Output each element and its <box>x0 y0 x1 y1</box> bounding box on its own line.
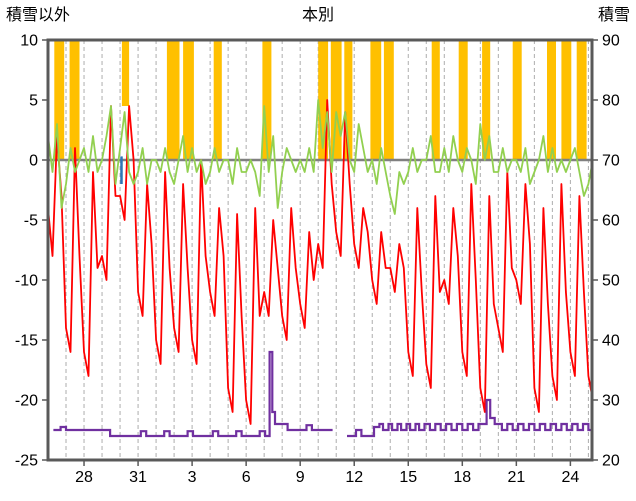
sunshine-bar <box>121 40 130 106</box>
right-tick-label: 20 <box>602 453 620 470</box>
sunshine-bar <box>344 40 353 160</box>
right-axis: 90 80 70 60 50 40 30 20 <box>592 33 620 470</box>
right-tick-label: 80 <box>602 93 620 110</box>
left-tick-label: 0 <box>29 153 38 170</box>
right-tick-label: 30 <box>602 393 620 410</box>
right-tick-label: 40 <box>602 333 620 350</box>
chart-title: 本別 <box>301 7 334 24</box>
sunshine-bar <box>54 40 65 160</box>
sunshine-bar <box>183 40 194 160</box>
left-tick-label: -5 <box>24 213 38 230</box>
sunshine-bar <box>576 40 587 160</box>
series-layer <box>48 40 592 438</box>
x-tick-label: 9 <box>296 469 305 486</box>
left-tick-label: -15 <box>15 333 38 350</box>
sunshine-bar <box>431 40 440 160</box>
right-tick-label: 90 <box>602 33 620 50</box>
x-tick-label: 28 <box>75 469 93 486</box>
sunshine-bar <box>383 40 394 160</box>
x-tick-label: 12 <box>345 469 363 486</box>
left-tick-label: 5 <box>29 93 38 110</box>
sunshine-bar <box>69 40 80 160</box>
sunshine-bar <box>213 40 222 160</box>
sunshine-bar <box>318 40 329 160</box>
sunshine-bar <box>166 40 180 160</box>
right-tick-label: 70 <box>602 153 620 170</box>
sunshine-bar <box>330 40 342 160</box>
x-tick-label: 24 <box>561 469 579 486</box>
sunshine-bar <box>370 40 382 160</box>
right-tick-label: 60 <box>602 213 620 230</box>
left-tick-label: 10 <box>20 33 38 50</box>
left-tick-label: -25 <box>15 453 38 470</box>
x-axis: 28 31 3 6 9 12 15 18 21 24 <box>75 460 579 486</box>
right-axis-title: 積雪 <box>597 7 630 24</box>
right-tick-label: 50 <box>602 273 620 290</box>
x-tick-label: 6 <box>242 469 251 486</box>
x-tick-label: 3 <box>188 469 197 486</box>
x-tick-label: 15 <box>399 469 417 486</box>
left-axis-title: 積雪以外 <box>6 7 71 24</box>
x-tick-label: 18 <box>453 469 471 486</box>
sunshine-bar <box>262 40 272 160</box>
left-tick-label: -10 <box>15 273 38 290</box>
axis-frame <box>46 38 594 462</box>
x-tick-label: 31 <box>129 469 147 486</box>
green-line <box>48 99 592 215</box>
sunshine-bar <box>458 40 468 160</box>
sunshine-bar <box>547 40 556 160</box>
sunshine-bar <box>512 40 522 160</box>
temperature-line <box>48 99 592 425</box>
left-tick-label: -20 <box>15 393 38 410</box>
sunshine-bar <box>561 40 572 160</box>
sunshine-bar <box>482 40 491 160</box>
x-tick-label: 21 <box>507 469 525 486</box>
left-axis: 10 5 0 -5 -10 -15 -20 -25 <box>15 33 48 470</box>
snow-depth-line <box>53 350 592 438</box>
sunshine-bars <box>54 40 587 160</box>
